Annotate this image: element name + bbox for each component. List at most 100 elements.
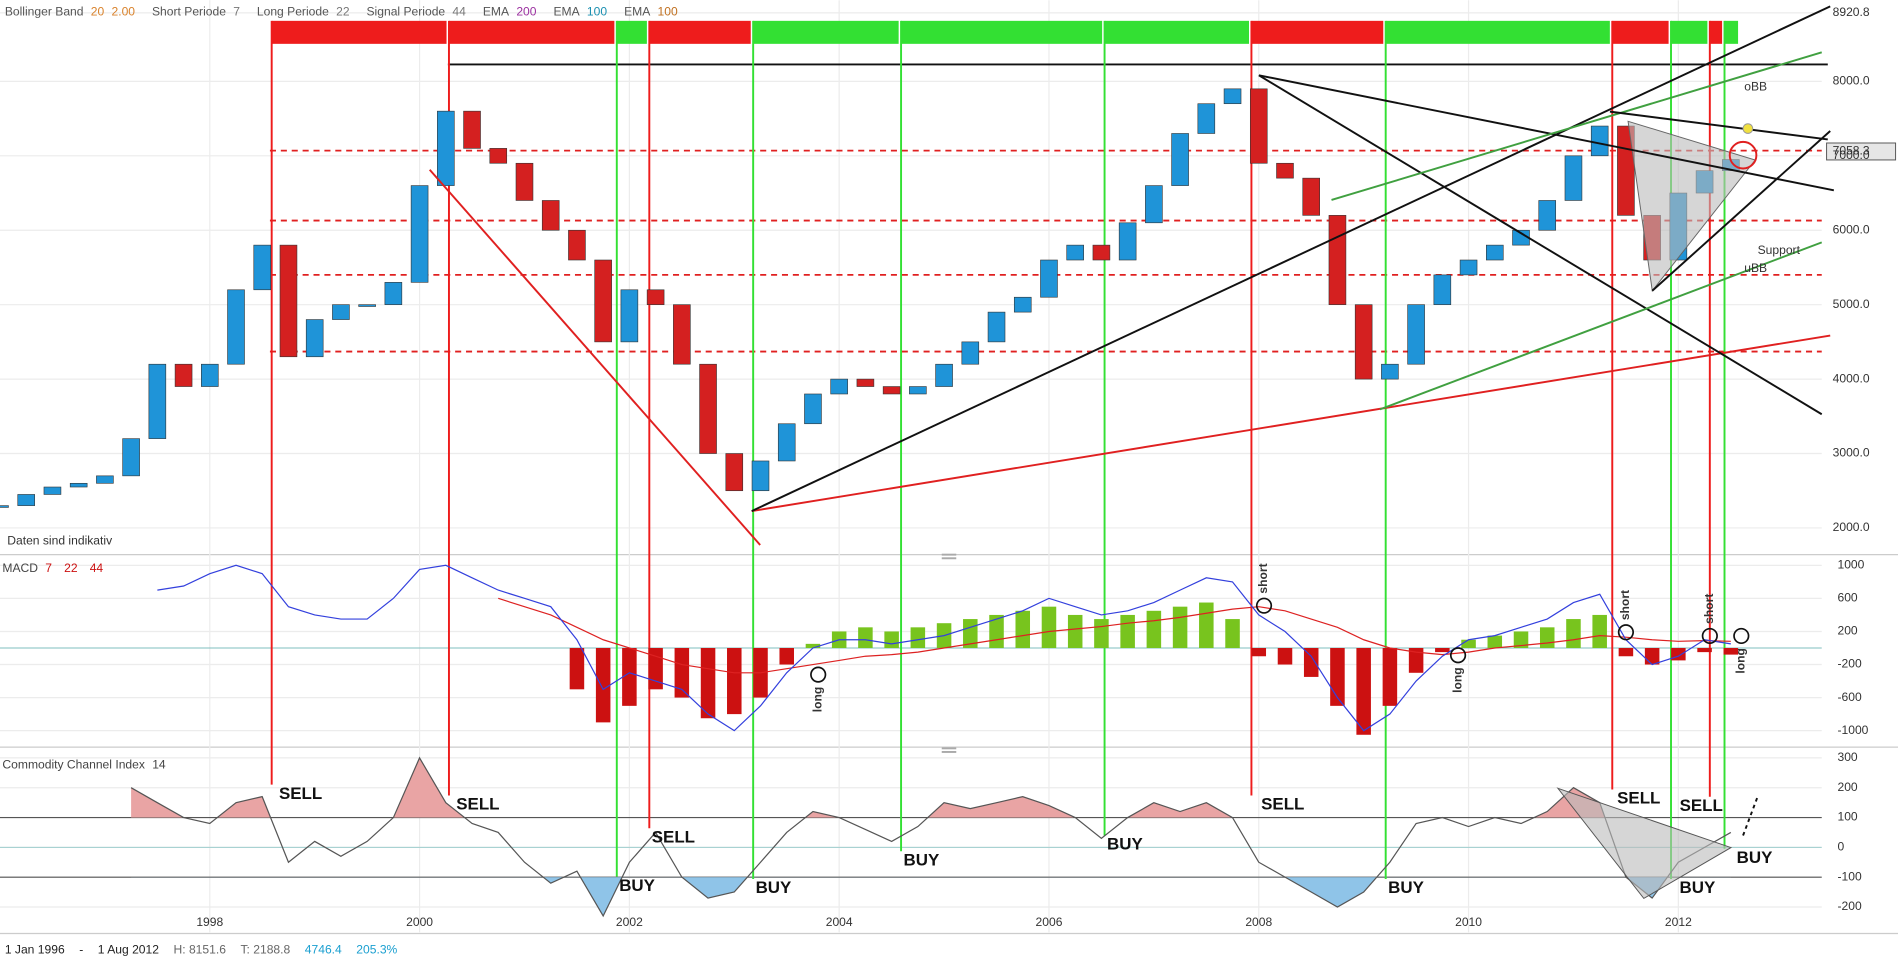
histogram-bar (1172, 606, 1188, 648)
signal-line (498, 597, 1731, 674)
legend-param: 2.00 (111, 5, 135, 19)
y-tick-label: 200 (1837, 624, 1857, 638)
labels: 1998 2000 2002 2004 2006 2008 2010 20128920.880… (2, 5, 1869, 957)
candle (1590, 125, 1609, 157)
candle (1564, 155, 1583, 201)
histogram-bar (1566, 619, 1581, 648)
histogram-bar (727, 647, 742, 715)
price-label: 7058.3 (1833, 144, 1870, 158)
signal-bar (649, 20, 751, 44)
legend-param: 200 (516, 5, 536, 19)
macd-line (157, 564, 1731, 732)
candle (1381, 363, 1399, 380)
legend-label: Bollinger Band (5, 5, 84, 19)
legend-label: Short Periode (152, 5, 226, 19)
signal-label: SELL (456, 795, 499, 814)
y-tick-label: -1000 (1837, 723, 1868, 737)
histogram-bar (1592, 614, 1607, 648)
histogram-bar (648, 647, 663, 690)
y-tick-label: 8000.0 (1833, 74, 1870, 88)
signal-bar (1709, 20, 1723, 44)
footer-item: - (79, 943, 83, 957)
y-tick-label: 4000.0 (1833, 371, 1870, 385)
candle (489, 148, 508, 164)
histogram-bar (1461, 639, 1476, 648)
candle (43, 486, 62, 495)
candle (148, 363, 167, 439)
trend-line (1331, 51, 1823, 201)
y-tick-label: 7000.0 (1833, 148, 1870, 162)
histogram-bar (1487, 635, 1503, 648)
candle (777, 423, 796, 462)
candle (1197, 103, 1216, 134)
title: Commodity Channel Index (2, 757, 145, 771)
histogram-bar (595, 647, 611, 723)
y-tick-label: -600 (1837, 690, 1861, 704)
candle (1459, 259, 1478, 276)
candle (541, 200, 560, 231)
histogram-bar (1513, 631, 1529, 648)
signal-label: BUY (1679, 878, 1715, 897)
histogram-bar (674, 647, 690, 698)
candle (1354, 304, 1373, 380)
histogram-bar (569, 647, 585, 690)
histogram-bar (779, 647, 794, 665)
candle (987, 311, 1006, 343)
signal-label: SELL (1261, 795, 1304, 814)
histogram-bar (700, 647, 716, 719)
candle (725, 453, 744, 492)
param: 7 (45, 561, 52, 575)
candle (961, 341, 980, 365)
histogram-bar (1015, 610, 1031, 648)
candle (17, 494, 36, 506)
signal-annotation: short (1618, 590, 1632, 620)
annotation: uBB (1744, 261, 1767, 275)
signal-label: BUY (1737, 848, 1773, 867)
candle (69, 482, 88, 488)
triangle (1627, 120, 1756, 292)
candle (201, 363, 219, 387)
candle (1171, 133, 1189, 186)
y-tick-label: 100 (1837, 810, 1857, 824)
y-tick-label: 0 (1837, 840, 1844, 854)
signal-bar (616, 20, 647, 44)
trend-line (1258, 74, 1835, 192)
signal-label: BUY (1388, 878, 1424, 897)
histogram-bar (805, 643, 821, 648)
legend: Bollinger Band 20 2.00 Short Periode 7 Long P… (5, 5, 678, 19)
panel-title: MACD 7 22 44 (2, 561, 103, 575)
footer-item: H: 8151.6 (174, 943, 227, 957)
candle (1092, 244, 1111, 261)
highlight-circle (1728, 140, 1758, 170)
histogram-bar (1041, 606, 1057, 648)
note: Daten sind indikativ (7, 534, 112, 548)
candle (437, 110, 455, 186)
candle (751, 460, 770, 492)
signal-label: SELL (1680, 796, 1723, 815)
candle (253, 244, 272, 291)
x-tick-label: 1998 (196, 915, 223, 929)
y-tick-label: 300 (1837, 750, 1857, 764)
histogram-bar (1251, 647, 1267, 657)
candle (1302, 177, 1320, 216)
histogram-bar (1382, 647, 1398, 706)
histogram-bar (1539, 627, 1555, 648)
histogram-bar (1618, 647, 1634, 657)
candle (96, 475, 114, 484)
footer-item: 205.3% (356, 943, 397, 957)
y-tick-label: 600 (1837, 591, 1857, 605)
candle (620, 289, 639, 343)
histogram-bar (989, 614, 1004, 648)
signal-bar (1724, 20, 1739, 44)
candle (384, 282, 403, 305)
x-tick-label: 2002 (616, 915, 643, 929)
candle (1223, 88, 1242, 105)
signal-bar (1251, 20, 1384, 44)
signal-label: BUY (756, 878, 792, 897)
y-tick-label: 3000.0 (1833, 446, 1870, 460)
signal-bar (1612, 20, 1669, 44)
price-box (1826, 142, 1897, 161)
candle (568, 229, 586, 261)
y-tick-label: 1000 (1837, 558, 1864, 572)
candle (935, 363, 953, 387)
